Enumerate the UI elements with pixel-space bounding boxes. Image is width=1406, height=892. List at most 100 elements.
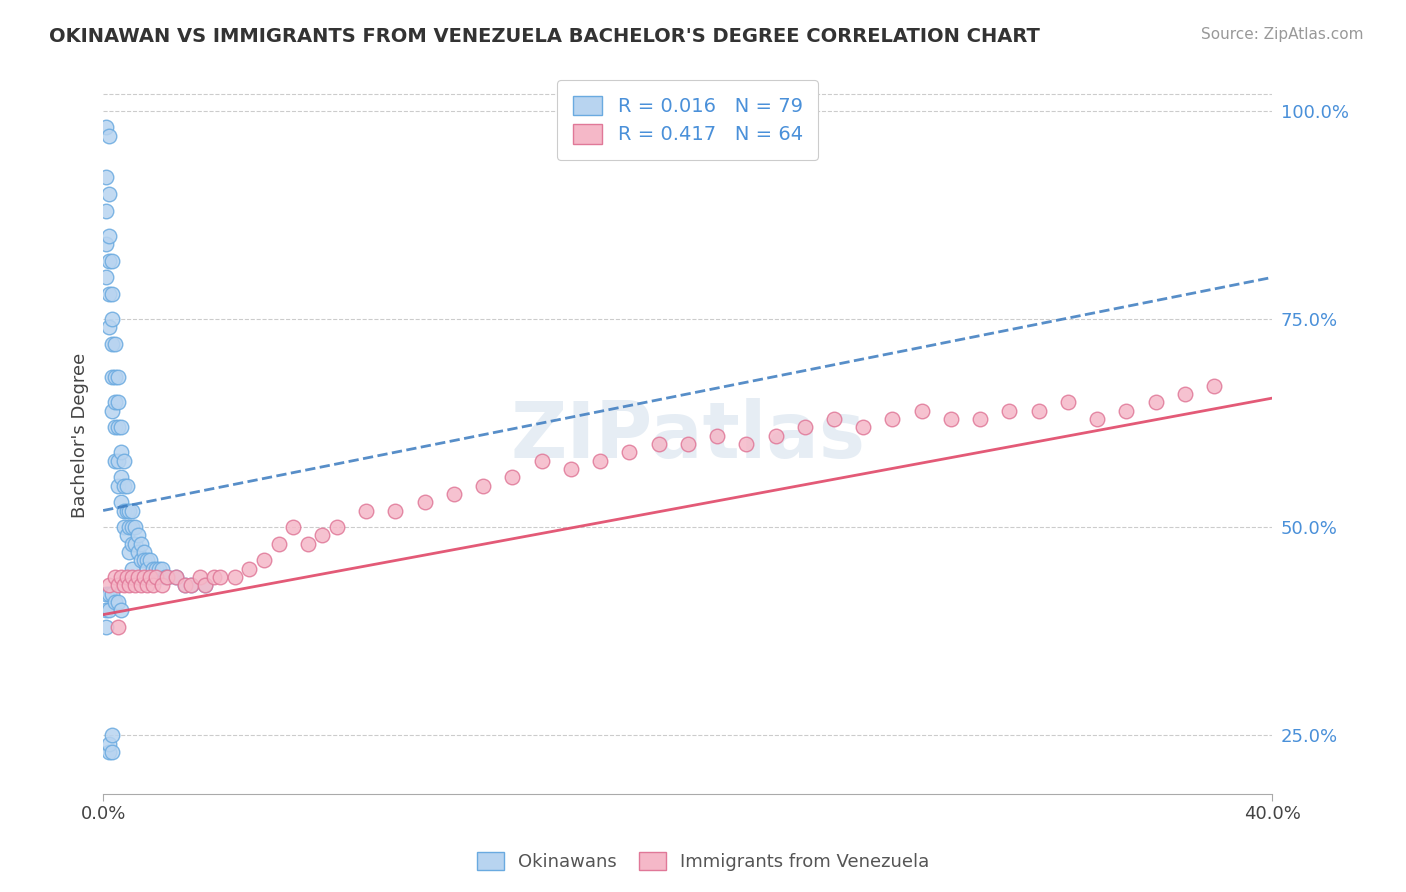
- Point: [121, 520, 143, 534]
- Point: [209, 570, 232, 584]
- Point: [107, 620, 129, 634]
- Point: [267, 537, 290, 551]
- Point: [101, 370, 124, 384]
- Point: [107, 453, 129, 467]
- Point: [156, 570, 179, 584]
- Point: [148, 562, 170, 576]
- Point: [174, 578, 197, 592]
- Point: [112, 453, 135, 467]
- Point: [124, 520, 146, 534]
- Point: [115, 570, 138, 584]
- Point: [110, 495, 132, 509]
- Point: [129, 578, 152, 592]
- Point: [118, 578, 141, 592]
- Point: [98, 253, 121, 268]
- Point: [998, 403, 1021, 417]
- Point: [129, 537, 152, 551]
- Point: [1202, 378, 1225, 392]
- Point: [1085, 412, 1108, 426]
- Point: [98, 745, 121, 759]
- Point: [101, 337, 124, 351]
- Y-axis label: Bachelor's Degree: Bachelor's Degree: [72, 353, 89, 518]
- Point: [443, 487, 465, 501]
- Legend: Okinawans, Immigrants from Venezuela: Okinawans, Immigrants from Venezuela: [470, 845, 936, 879]
- Point: [104, 453, 127, 467]
- Point: [94, 120, 117, 135]
- Point: [145, 562, 167, 576]
- Point: [765, 428, 787, 442]
- Point: [98, 603, 121, 617]
- Point: [98, 578, 121, 592]
- Point: [706, 428, 728, 442]
- Text: ZIPatlas: ZIPatlas: [510, 398, 865, 474]
- Point: [121, 562, 143, 576]
- Point: [101, 745, 124, 759]
- Point: [735, 437, 758, 451]
- Point: [104, 595, 127, 609]
- Point: [530, 453, 553, 467]
- Point: [98, 320, 121, 334]
- Point: [911, 403, 934, 417]
- Point: [115, 478, 138, 492]
- Point: [94, 270, 117, 285]
- Point: [188, 570, 211, 584]
- Point: [619, 445, 641, 459]
- Point: [110, 570, 132, 584]
- Point: [115, 503, 138, 517]
- Point: [326, 520, 349, 534]
- Point: [104, 395, 127, 409]
- Legend: R = 0.016   N = 79, R = 0.417   N = 64: R = 0.016 N = 79, R = 0.417 N = 64: [557, 80, 818, 160]
- Text: Source: ZipAtlas.com: Source: ZipAtlas.com: [1201, 27, 1364, 42]
- Point: [139, 553, 162, 567]
- Point: [98, 228, 121, 243]
- Point: [793, 420, 815, 434]
- Point: [110, 470, 132, 484]
- Point: [142, 562, 165, 576]
- Point: [174, 578, 197, 592]
- Point: [253, 553, 276, 567]
- Point: [127, 570, 149, 584]
- Point: [110, 420, 132, 434]
- Point: [107, 420, 129, 434]
- Point: [142, 578, 165, 592]
- Point: [647, 437, 669, 451]
- Point: [104, 370, 127, 384]
- Point: [823, 412, 845, 426]
- Point: [589, 453, 612, 467]
- Point: [124, 537, 146, 551]
- Point: [136, 553, 159, 567]
- Point: [107, 370, 129, 384]
- Point: [156, 570, 179, 584]
- Point: [882, 412, 904, 426]
- Point: [150, 578, 173, 592]
- Point: [413, 495, 436, 509]
- Point: [98, 128, 121, 143]
- Point: [297, 537, 319, 551]
- Point: [118, 520, 141, 534]
- Point: [94, 620, 117, 634]
- Point: [194, 578, 217, 592]
- Point: [136, 562, 159, 576]
- Point: [136, 578, 159, 592]
- Point: [165, 570, 187, 584]
- Point: [98, 587, 121, 601]
- Point: [281, 520, 304, 534]
- Point: [112, 503, 135, 517]
- Point: [94, 237, 117, 252]
- Point: [127, 528, 149, 542]
- Point: [98, 187, 121, 202]
- Point: [153, 570, 176, 584]
- Point: [101, 403, 124, 417]
- Point: [194, 578, 217, 592]
- Point: [107, 578, 129, 592]
- Point: [127, 545, 149, 559]
- Point: [939, 412, 962, 426]
- Point: [354, 503, 377, 517]
- Point: [501, 470, 523, 484]
- Point: [112, 520, 135, 534]
- Point: [101, 587, 124, 601]
- Point: [98, 737, 121, 751]
- Point: [101, 253, 124, 268]
- Point: [104, 570, 127, 584]
- Point: [101, 312, 124, 326]
